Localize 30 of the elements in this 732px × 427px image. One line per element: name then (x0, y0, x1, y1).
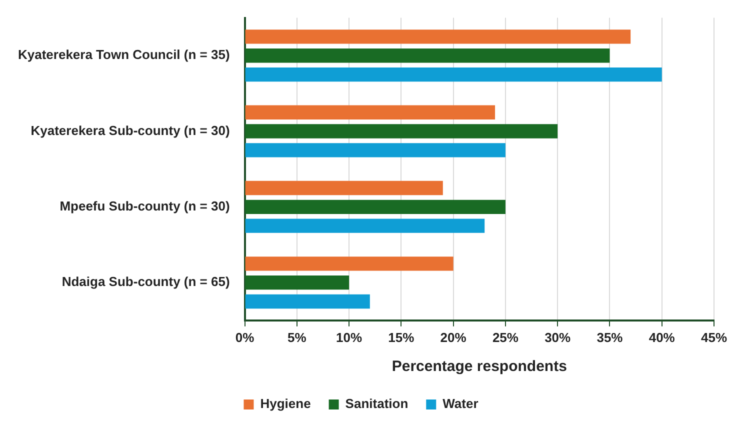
y-tick-label: Kyaterekera Sub-county (n = 30) (30, 122, 230, 138)
y-tick-label: Kyaterekera Town Council (n = 35) (18, 47, 230, 62)
y-tick-label: Mpeefu Sub-county (n = 30) (60, 198, 230, 214)
bar (245, 143, 506, 158)
x-tick-label: 40% (648, 330, 676, 345)
x-tick-label: 25% (492, 330, 519, 345)
bar (245, 124, 558, 138)
bar (245, 67, 662, 82)
legend-label: Hygiene (260, 396, 311, 412)
bar (245, 294, 370, 309)
y-tick-label: Ndaiga Sub-county (n = 65) (62, 274, 230, 290)
x-tick-label: 45% (700, 330, 728, 345)
legend-label: Water (442, 396, 478, 412)
bar (245, 180, 443, 196)
bar (245, 200, 506, 214)
bar (245, 256, 454, 271)
x-tick-label: 0% (235, 330, 255, 345)
legend-label: Sanitation (345, 396, 408, 412)
x-tick-label: 15% (388, 330, 415, 345)
x-tick-label: 20% (440, 330, 467, 345)
bar (245, 218, 485, 233)
bar (245, 30, 631, 44)
x-tick-label: 10% (336, 330, 363, 345)
bar (245, 275, 350, 290)
bar (245, 48, 610, 63)
x-tick-label: 35% (596, 330, 624, 345)
x-tick-label: 5% (288, 330, 307, 345)
x-axis-title: Percentage respondents (392, 358, 567, 376)
bar (245, 105, 496, 120)
x-tick-label: 30% (544, 330, 572, 345)
